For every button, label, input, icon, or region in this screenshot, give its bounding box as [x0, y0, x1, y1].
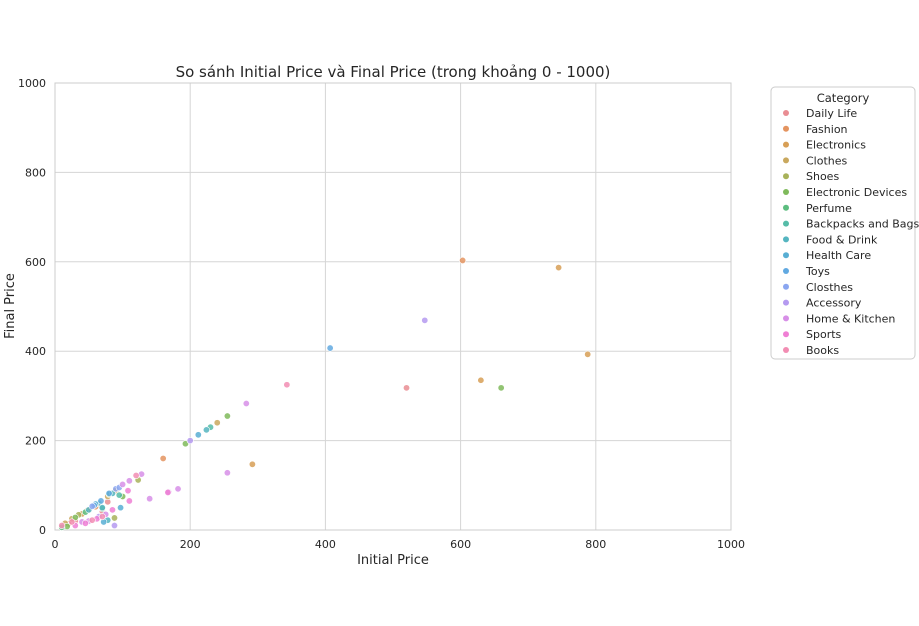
y-tick-label: 800 — [25, 166, 46, 179]
legend-title: Category — [817, 91, 870, 105]
y-tick-label: 600 — [25, 256, 46, 269]
data-point — [119, 480, 127, 488]
legend-label: Accessory — [806, 297, 862, 310]
legend-marker — [783, 157, 789, 164]
legend-label: Toys — [805, 265, 830, 278]
x-tick-label: 600 — [450, 538, 471, 551]
data-point — [159, 454, 167, 462]
x-tick-label: 400 — [315, 538, 336, 551]
y-tick-label: 0 — [39, 524, 46, 537]
y-axis-label: Final Price — [3, 273, 18, 339]
data-point — [477, 376, 485, 384]
y-tick-label: 400 — [25, 345, 46, 358]
data-point — [108, 506, 116, 514]
legend-label: Fashion — [806, 123, 848, 136]
legend-marker — [783, 204, 789, 211]
data-point — [421, 316, 429, 324]
legend-marker — [783, 252, 789, 259]
data-point — [97, 497, 105, 505]
data-point — [68, 518, 76, 526]
legend-marker — [783, 141, 789, 148]
x-tick-label: 1000 — [717, 538, 745, 551]
data-point — [98, 513, 106, 521]
data-point — [81, 519, 89, 527]
x-tick-label: 800 — [585, 538, 606, 551]
legend-label: Health Care — [806, 249, 871, 262]
data-point — [459, 256, 467, 264]
legend-label: Sports — [806, 328, 842, 341]
legend-marker — [783, 299, 789, 306]
y-tick-label: 200 — [25, 435, 46, 448]
data-point — [146, 495, 154, 503]
legend-marker — [783, 173, 789, 180]
data-point — [88, 502, 96, 510]
data-point — [88, 516, 96, 524]
legend-items: Daily Life Fashion Electronics Clothes Shoes… — [783, 107, 919, 357]
y-axis-ticks: 0 200 400 600 800 1000 — [18, 77, 46, 537]
data-point — [110, 514, 118, 522]
legend-marker — [783, 189, 789, 195]
data-point — [98, 504, 106, 512]
data-point — [242, 399, 250, 407]
x-tick-label: 200 — [180, 538, 201, 551]
x-axis-label: Initial Price — [357, 553, 429, 568]
chart-title: So sánh Initial Price và Final Price (tr… — [176, 63, 611, 81]
legend-marker — [783, 331, 789, 338]
data-point — [110, 522, 118, 530]
legend-label: Home & Kitchen — [806, 312, 895, 325]
data-point — [213, 419, 221, 427]
data-point — [497, 384, 505, 392]
legend: Category Daily Life Fashion Electronics Clo… — [770, 86, 919, 360]
data-point — [115, 491, 123, 499]
legend-marker — [783, 283, 789, 290]
data-point — [117, 504, 125, 512]
legend-box — [770, 86, 916, 360]
legend-label: Shoes — [806, 170, 839, 183]
legend-marker — [783, 110, 789, 116]
legend-marker — [783, 268, 789, 274]
legend-label: Perfume — [806, 202, 852, 215]
grid-lines — [54, 82, 732, 531]
data-point — [58, 522, 66, 530]
data-points — [58, 256, 592, 531]
data-point — [223, 412, 231, 420]
data-point — [105, 489, 113, 497]
legend-label: Electronic Devices — [806, 186, 907, 199]
legend-label: Electronics — [806, 139, 866, 152]
legend-marker — [783, 315, 789, 322]
legend-label: Closthes — [806, 281, 853, 294]
data-point — [174, 485, 182, 493]
data-point — [326, 344, 334, 352]
data-point — [202, 426, 210, 434]
data-point — [584, 350, 592, 358]
legend-label: Books — [806, 344, 839, 357]
data-point — [125, 477, 133, 485]
x-axis-ticks: 0 200 400 600 800 1000 — [52, 538, 746, 551]
data-point — [283, 381, 291, 389]
data-point — [194, 431, 202, 439]
legend-marker — [783, 220, 789, 227]
data-point — [248, 460, 256, 468]
legend-label: Clothes — [806, 154, 848, 167]
legend-marker — [783, 125, 789, 132]
data-point — [186, 437, 194, 445]
plot-frame — [54, 82, 732, 531]
legend-marker — [783, 236, 789, 243]
data-point — [164, 488, 172, 496]
legend-label: Daily Life — [806, 107, 857, 120]
data-point — [403, 384, 411, 392]
data-point — [125, 497, 133, 505]
data-point — [555, 264, 563, 272]
legend-label: Food & Drink — [806, 233, 878, 246]
y-tick-label: 1000 — [18, 77, 46, 90]
data-point — [132, 471, 140, 479]
legend-label: Backpacks and Bags — [806, 218, 919, 231]
data-point — [124, 487, 132, 495]
data-point — [223, 469, 231, 477]
legend-marker — [783, 347, 789, 353]
x-tick-label: 0 — [52, 538, 59, 551]
